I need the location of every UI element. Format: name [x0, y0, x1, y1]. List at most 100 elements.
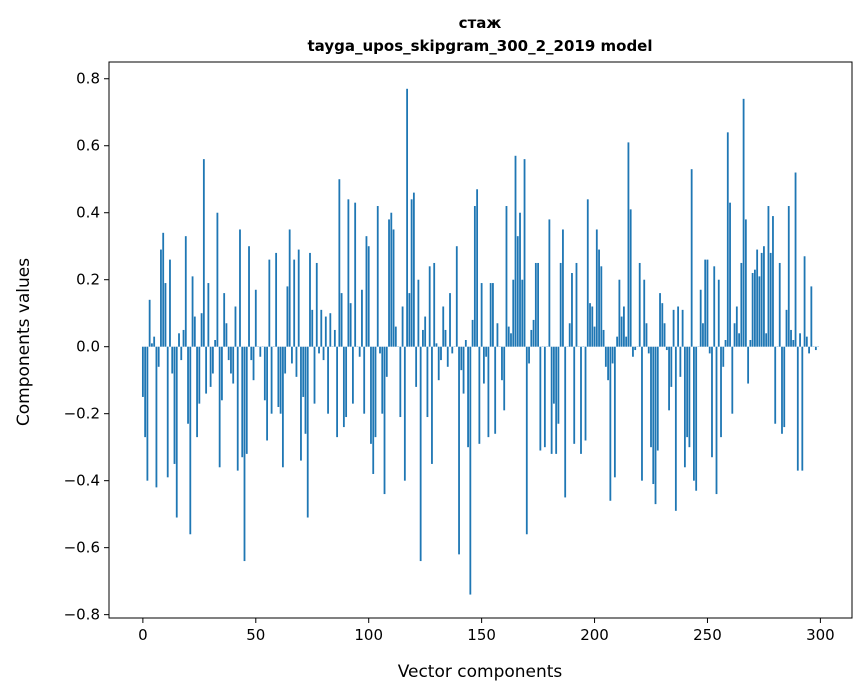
bar [153, 337, 155, 347]
bar [232, 347, 234, 384]
bar [406, 89, 408, 347]
bar [422, 330, 424, 347]
bar [770, 253, 772, 347]
bar [779, 263, 781, 347]
bar [630, 209, 632, 346]
bar [314, 347, 316, 404]
x-tick-label: 50 [246, 626, 265, 644]
bar [535, 263, 537, 347]
bar [291, 347, 293, 364]
bar [325, 317, 327, 347]
bar [451, 347, 453, 354]
bar [160, 250, 162, 347]
bar [634, 347, 636, 350]
bar [472, 320, 474, 347]
bar [210, 347, 212, 387]
bar [361, 290, 363, 347]
bar [465, 340, 467, 347]
bar [571, 273, 573, 347]
bar [648, 347, 650, 354]
bar [783, 347, 785, 427]
bar [801, 347, 803, 471]
bar [212, 347, 214, 374]
bar [316, 263, 318, 347]
bar [675, 347, 677, 511]
bar [628, 142, 630, 346]
x-tick-label: 100 [354, 626, 383, 644]
bar [250, 347, 252, 360]
bar [381, 347, 383, 414]
bar [612, 347, 614, 364]
bar [445, 330, 447, 347]
bar [725, 340, 727, 347]
x-tick-label: 300 [806, 626, 835, 644]
bar [467, 347, 469, 447]
bar [481, 283, 483, 347]
bar [171, 347, 173, 374]
bar [474, 206, 476, 347]
bar [585, 347, 587, 441]
bar [395, 327, 397, 347]
bar [700, 290, 702, 347]
bar [587, 199, 589, 346]
bar [797, 347, 799, 471]
bar [366, 236, 368, 347]
bar [551, 347, 553, 454]
bar [720, 347, 722, 437]
bar [643, 280, 645, 347]
bar [201, 313, 203, 346]
bar [180, 347, 182, 360]
bar [506, 206, 508, 347]
bar [402, 307, 404, 347]
bar [815, 347, 817, 350]
bar [287, 286, 289, 346]
bar [268, 260, 270, 347]
bar [508, 327, 510, 347]
bar [623, 307, 625, 347]
bar [368, 246, 370, 346]
bar [765, 333, 767, 346]
bar [621, 317, 623, 347]
bar [521, 280, 523, 347]
bar [510, 333, 512, 346]
bar [702, 323, 704, 346]
bar [433, 263, 435, 347]
bar [738, 333, 740, 346]
bar [359, 347, 361, 357]
bar [420, 347, 422, 561]
bar [244, 347, 246, 561]
bar [682, 310, 684, 347]
bar [657, 347, 659, 451]
bar [345, 347, 347, 417]
bar [176, 347, 178, 518]
bar [639, 263, 641, 347]
y-tick-label: 0.0 [76, 338, 100, 356]
bar [788, 206, 790, 347]
bar [246, 347, 248, 454]
y-tick-label: −0.6 [64, 539, 100, 557]
bar [189, 347, 191, 535]
bar [390, 213, 392, 347]
x-tick-label: 250 [693, 626, 722, 644]
bar [442, 307, 444, 347]
bar [707, 260, 709, 347]
bar [743, 99, 745, 347]
bar [196, 347, 198, 437]
bar [228, 347, 230, 360]
bar [558, 347, 560, 424]
bar [293, 260, 295, 347]
bar [393, 229, 395, 346]
bar [691, 169, 693, 347]
bar [808, 347, 810, 354]
bar [271, 347, 273, 414]
bar [596, 229, 598, 346]
bar [763, 246, 765, 346]
bar [761, 253, 763, 347]
bar [194, 317, 196, 347]
bar [573, 347, 575, 444]
bar [300, 347, 302, 461]
bar [722, 347, 724, 367]
bar [488, 347, 490, 437]
bar [799, 333, 801, 346]
bar [296, 347, 298, 377]
